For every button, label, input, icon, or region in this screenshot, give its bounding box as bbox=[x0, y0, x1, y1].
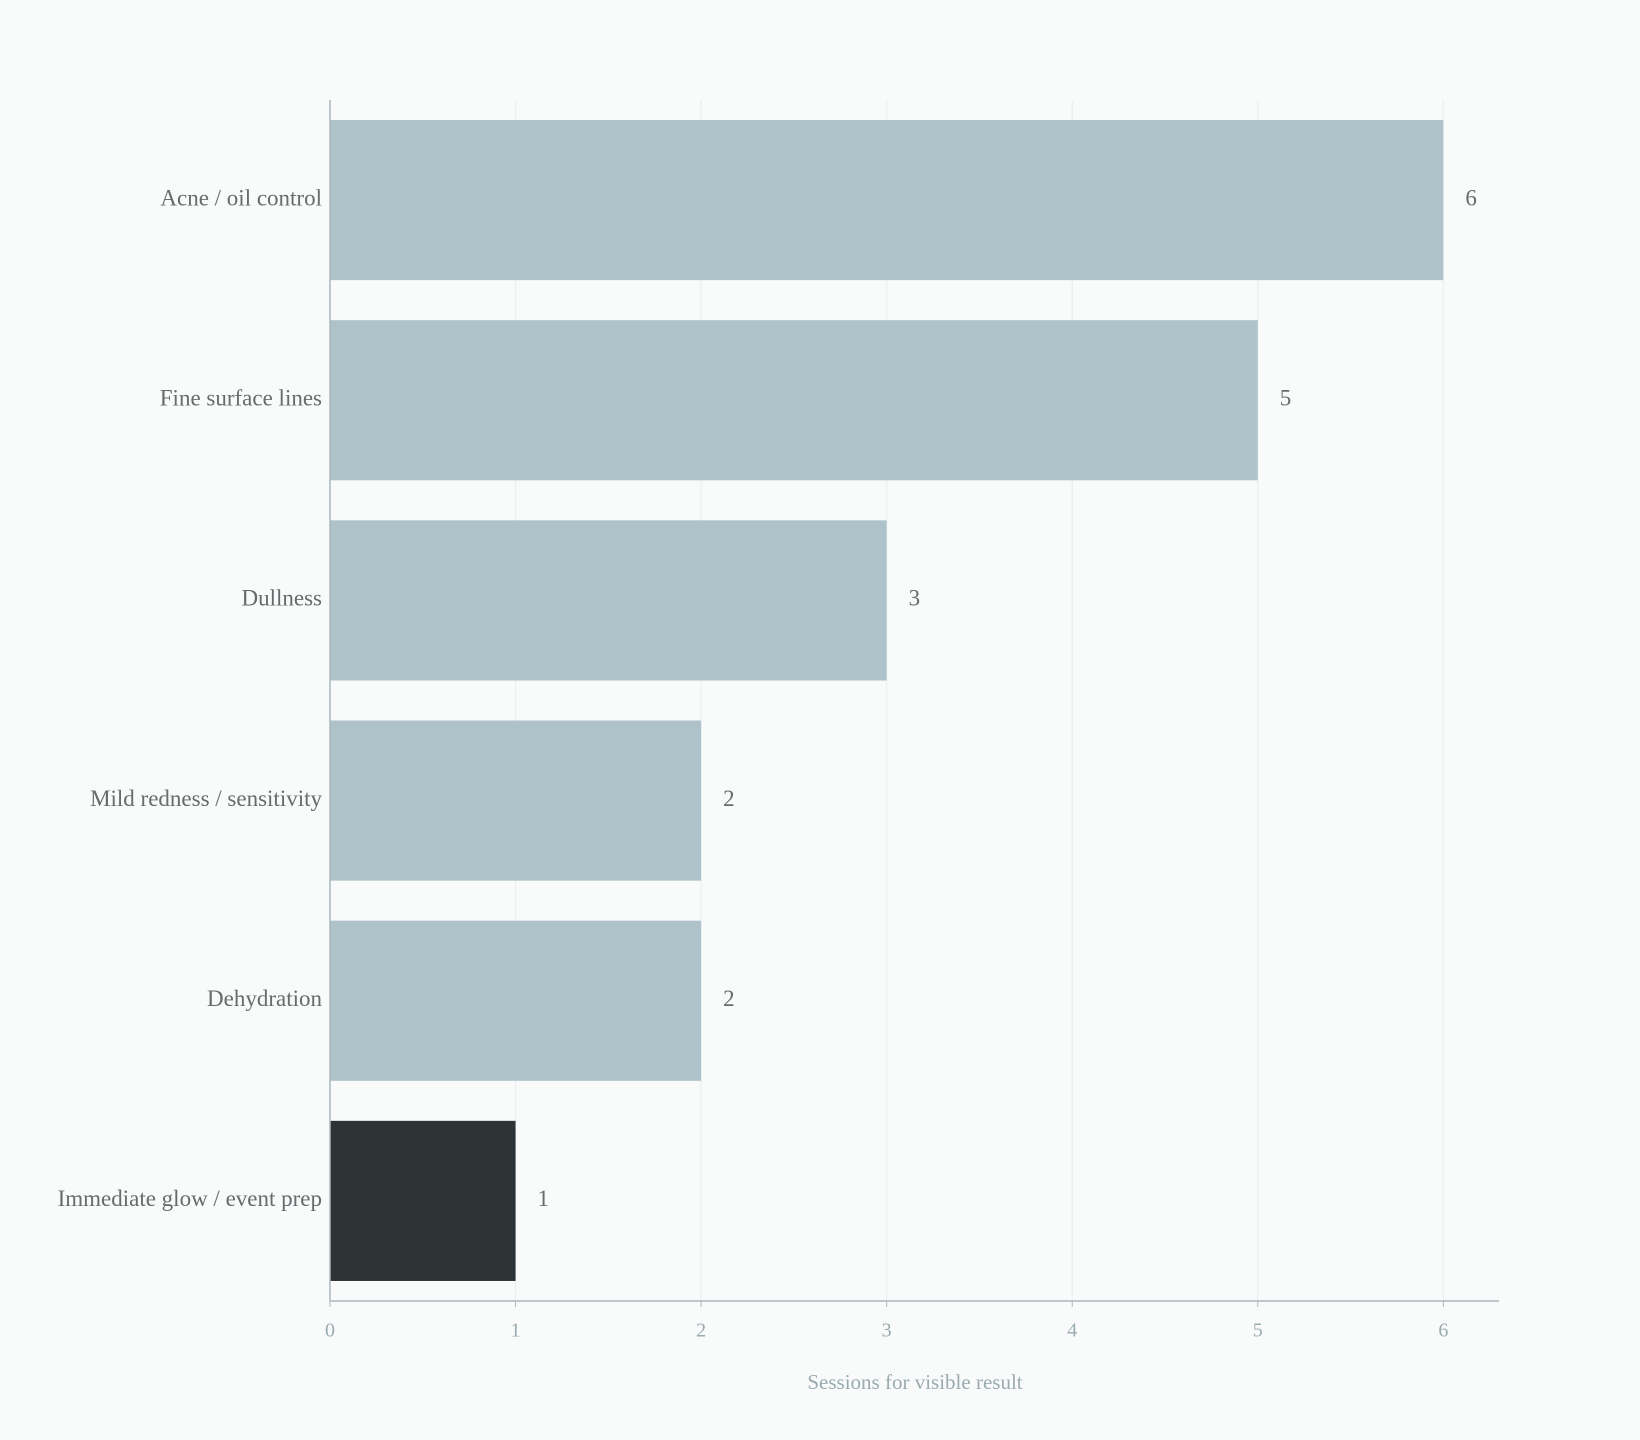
value-label: 6 bbox=[1465, 185, 1477, 210]
x-tick-label: 5 bbox=[1253, 1320, 1263, 1342]
value-label: 2 bbox=[723, 986, 735, 1011]
bar bbox=[330, 1120, 516, 1281]
x-tick-label: 2 bbox=[696, 1320, 706, 1342]
x-tick-label: 3 bbox=[882, 1320, 892, 1342]
value-label: 2 bbox=[723, 786, 735, 811]
x-axis-title: Sessions for visible result bbox=[807, 1370, 1022, 1394]
y-tick-label: Dehydration bbox=[207, 986, 322, 1011]
y-tick-label: Immediate glow / event prep bbox=[58, 1186, 322, 1211]
bar bbox=[330, 120, 1444, 281]
x-tick-label: 0 bbox=[325, 1320, 335, 1342]
y-tick-label: Fine surface lines bbox=[160, 386, 322, 411]
bar bbox=[330, 920, 702, 1081]
y-tick-label: Acne / oil control bbox=[160, 185, 322, 210]
bar bbox=[330, 320, 1258, 481]
y-tick-label: Mild redness / sensitivity bbox=[90, 786, 322, 811]
bar bbox=[330, 720, 702, 881]
value-label: 1 bbox=[538, 1186, 550, 1211]
value-label: 3 bbox=[909, 586, 921, 611]
bar bbox=[330, 520, 887, 681]
x-tick-label: 6 bbox=[1438, 1320, 1448, 1342]
y-tick-label: Dullness bbox=[242, 586, 323, 611]
x-tick-label: 1 bbox=[511, 1320, 521, 1342]
x-tick-label: 4 bbox=[1067, 1320, 1077, 1342]
value-label: 5 bbox=[1280, 386, 1292, 411]
